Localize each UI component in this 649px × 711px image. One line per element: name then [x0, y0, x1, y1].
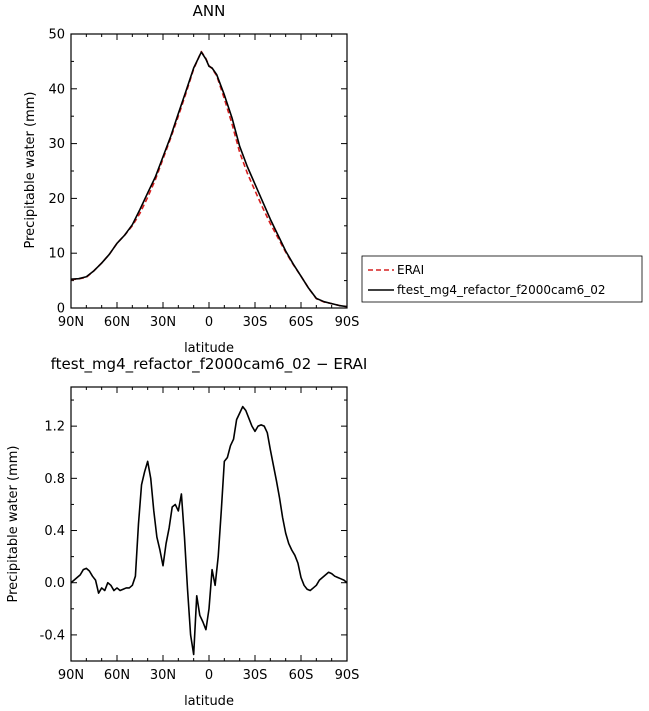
top-x-tick-label: 90S — [335, 315, 360, 330]
bottom-x-tick-label: 30S — [243, 668, 268, 683]
bottom-plot-frame — [70, 386, 348, 662]
top-series-line-0 — [70, 50, 348, 308]
top-x-tick-label: 30N — [150, 315, 176, 330]
legend-box — [361, 255, 643, 303]
top-x-tick-label: 30S — [243, 315, 268, 330]
top-series-line-1 — [70, 51, 348, 308]
top-x-axis-label: latitude — [184, 341, 234, 356]
top-x-tick-label: 60S — [289, 315, 314, 330]
bottom-series-line-0 — [70, 405, 348, 656]
top-y-tick-label: 30 — [48, 137, 65, 152]
bottom-y-tick-label: -0.4 — [40, 628, 65, 643]
bottom-x-tick-label: 90S — [335, 668, 360, 683]
bottom-x-tick-label: 60N — [104, 668, 130, 683]
top-y-axis-label: Precipitable water (mm) — [23, 92, 38, 249]
top-chart-title: ANN — [193, 2, 226, 20]
top-y-tick-label: 50 — [48, 28, 65, 43]
top-panel: ANN latitude Precipitable water (mm) 90N… — [23, 2, 359, 356]
bottom-y-tick-label: 0.4 — [44, 524, 65, 539]
bottom-chart-title: ftest_mg4_refactor_f2000cam6_02 − ERAI — [51, 355, 368, 374]
legend-erai-label: ERAI — [397, 263, 424, 277]
bottom-x-tick-label: 90N — [58, 668, 84, 683]
bottom-y-axis-label: Precipitable water (mm) — [6, 446, 21, 603]
legend-model-label: ftest_mg4_refactor_f2000cam6_02 — [397, 283, 606, 297]
bottom-y-tick-label: 0.8 — [44, 472, 65, 487]
bottom-y-tick-label: 1.2 — [44, 420, 65, 435]
bottom-x-tick-label: 30N — [150, 668, 176, 683]
top-y-tick-label: 0 — [57, 302, 65, 317]
top-x-tick-label: 90N — [58, 315, 84, 330]
top-x-tick-label: 60N — [104, 315, 130, 330]
top-y-tick-label: 40 — [48, 82, 65, 97]
bottom-x-tick-label: 60S — [289, 668, 314, 683]
top-plot-frame — [70, 33, 348, 309]
top-y-tick-label: 20 — [48, 192, 65, 207]
top-x-tick-label: 0 — [205, 315, 213, 330]
bottom-panel: ftest_mg4_refactor_f2000cam6_02 − ERAI l… — [6, 355, 367, 709]
bottom-x-tick-label: 0 — [205, 668, 213, 683]
bottom-x-axis-label: latitude — [184, 694, 234, 709]
legend: ERAI ftest_mg4_refactor_f2000cam6_02 — [361, 255, 643, 303]
bottom-y-tick-label: 0.0 — [44, 576, 65, 591]
top-y-tick-label: 10 — [48, 247, 65, 262]
